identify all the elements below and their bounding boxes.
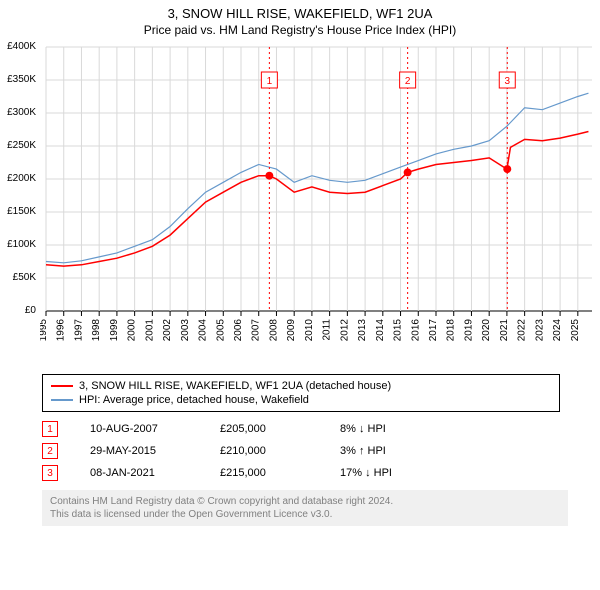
x-tick-label: 2022 [517, 319, 528, 342]
x-tick-label: 2001 [144, 319, 155, 342]
sale-marker-dot [404, 168, 412, 176]
x-tick-label: 2012 [339, 319, 350, 342]
sales-row-badge: 3 [42, 465, 58, 481]
x-tick-label: 1995 [40, 319, 49, 342]
x-tick-label: 2002 [162, 319, 173, 342]
x-tick-label: 2008 [268, 319, 279, 342]
x-tick-label: 2010 [304, 319, 315, 342]
legend-box: 3, SNOW HILL RISE, WAKEFIELD, WF1 2UA (d… [42, 374, 560, 412]
sales-row-badge: 1 [42, 421, 58, 437]
sale-marker-dot [503, 165, 511, 173]
x-tick-label: 2005 [215, 319, 226, 342]
page-root: 3, SNOW HILL RISE, WAKEFIELD, WF1 2UA Pr… [0, 0, 600, 590]
sales-row-date: 08-JAN-2021 [90, 467, 200, 479]
page-title: 3, SNOW HILL RISE, WAKEFIELD, WF1 2UA [0, 0, 600, 21]
legend-label-property: 3, SNOW HILL RISE, WAKEFIELD, WF1 2UA (d… [79, 380, 391, 392]
y-tick-label: £150K [7, 206, 36, 217]
sale-marker-badge-num: 2 [405, 76, 411, 87]
legend-label-hpi: HPI: Average price, detached house, Wake… [79, 394, 309, 406]
sales-row: 1 10-AUG-2007 £205,000 8% ↓ HPI [42, 418, 542, 440]
sales-row-price: £210,000 [220, 445, 320, 457]
x-tick-label: 1996 [56, 319, 67, 342]
sales-row-date: 10-AUG-2007 [90, 423, 200, 435]
y-tick-label: £350K [7, 74, 36, 85]
y-tick-label: £50K [13, 272, 36, 283]
sale-marker-badge-num: 1 [267, 76, 273, 87]
x-tick-label: 1998 [91, 319, 102, 342]
x-tick-label: 2003 [180, 319, 191, 342]
x-tick-label: 1997 [73, 319, 84, 342]
footer-line-2: This data is licensed under the Open Gov… [50, 508, 560, 521]
x-tick-label: 2016 [410, 319, 421, 342]
y-tick-label: £400K [7, 41, 36, 52]
y-tick-label: £200K [7, 173, 36, 184]
x-tick-label: 2017 [428, 319, 439, 342]
sales-row-delta: 17% ↓ HPI [340, 467, 460, 479]
footer-line-1: Contains HM Land Registry data © Crown c… [50, 495, 560, 508]
legend-row-property: 3, SNOW HILL RISE, WAKEFIELD, WF1 2UA (d… [51, 379, 551, 393]
x-tick-label: 2013 [357, 319, 368, 342]
x-tick-label: 2015 [393, 319, 404, 342]
y-axis-labels: £0 £50K £100K £150K £200K £250K £300K £350K £400… [0, 41, 38, 366]
sales-row-date: 29-MAY-2015 [90, 445, 200, 457]
legend-row-hpi: HPI: Average price, detached house, Wake… [51, 393, 551, 407]
price-chart: 1995 1996 1997 1998 1999 2000 2001 2002 2003 2004… [40, 41, 600, 361]
sales-row-badge: 2 [42, 443, 58, 459]
y-tick-label: £100K [7, 239, 36, 250]
x-tick-label: 2023 [534, 319, 545, 342]
footer-box: Contains HM Land Registry data © Crown c… [42, 490, 568, 526]
sale-marker-dot [265, 172, 273, 180]
legend-swatch-property [51, 385, 73, 387]
x-tick-label: 2021 [499, 319, 510, 342]
x-tick-label: 2018 [446, 319, 457, 342]
y-tick-label: £0 [25, 305, 36, 316]
page-subtitle: Price paid vs. HM Land Registry's House … [0, 21, 600, 41]
sales-row-delta: 3% ↑ HPI [340, 445, 460, 457]
x-tick-label: 2000 [127, 319, 138, 342]
chart-container: 1995 1996 1997 1998 1999 2000 2001 2002 2003 2004… [40, 41, 600, 366]
x-tick-label: 2019 [463, 319, 474, 342]
x-tick-label: 2007 [251, 319, 262, 342]
sale-marker-badge-num: 3 [504, 76, 510, 87]
x-tick-label: 2011 [322, 319, 333, 341]
sales-row-delta: 8% ↓ HPI [340, 423, 460, 435]
x-tick-label: 2020 [481, 319, 492, 342]
sales-row: 3 08-JAN-2021 £215,000 17% ↓ HPI [42, 462, 542, 484]
x-tick-label: 1999 [109, 319, 120, 342]
sales-row-price: £215,000 [220, 467, 320, 479]
y-tick-label: £300K [7, 107, 36, 118]
sales-table: 1 10-AUG-2007 £205,000 8% ↓ HPI 2 29-MAY-2015… [42, 418, 542, 484]
sales-row-price: £205,000 [220, 423, 320, 435]
x-tick-label: 2006 [233, 319, 244, 342]
x-tick-label: 2024 [552, 319, 563, 342]
x-tick-label: 2004 [198, 319, 209, 342]
x-tick-label: 2009 [286, 319, 297, 342]
sales-row: 2 29-MAY-2015 £210,000 3% ↑ HPI [42, 440, 542, 462]
x-tick-label: 2014 [375, 319, 386, 342]
x-tick-label: 2025 [570, 319, 581, 342]
y-tick-label: £250K [7, 140, 36, 151]
legend-swatch-hpi [51, 399, 73, 401]
